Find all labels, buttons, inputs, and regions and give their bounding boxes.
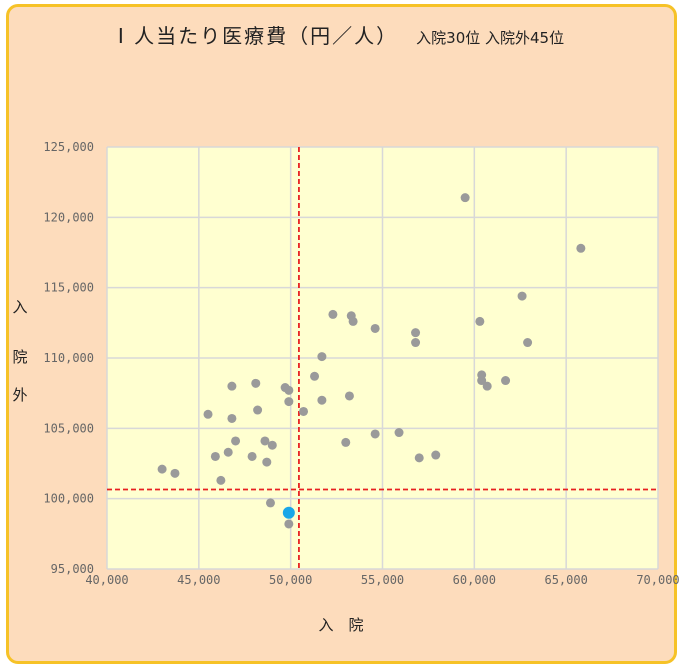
data-point [267,440,277,450]
data-point [394,428,404,438]
data-point [328,309,338,319]
data-point [576,243,586,253]
chart-title: I 人当たり医療費（円／人） [117,24,399,48]
y-axis-ticks: 95,000 100,000 105,000 110,000 115,000 120,00… [43,140,94,576]
y-tick-label: 115,000 [43,281,94,295]
highlighted-point [282,506,295,519]
data-point [284,397,294,407]
x-tick-label: 50,000 [269,573,312,587]
data-point [210,451,220,461]
x-tick-label: 60,000 [453,573,496,587]
data-point [475,316,485,326]
x-axis-title: 入 院 [318,616,363,634]
data-point [370,323,380,333]
data-point [262,457,272,467]
chart-header: I 人当たり医療費（円／人） 入院30位 入院外45位 [0,20,682,49]
data-point [411,328,421,338]
data-point [344,391,354,401]
data-point [460,193,470,203]
chart-subtitle: 入院30位 入院外45位 [416,29,565,47]
y-tick-label: 125,000 [43,140,94,154]
reference-lines [107,147,658,569]
data-point [517,291,527,301]
y-tick-label: 105,000 [43,421,94,435]
data-point [477,376,487,386]
data-point [501,376,511,386]
grid-lines [106,146,659,570]
data-point [284,519,294,529]
y-axis-title-char: 院 [12,348,27,366]
data-point [310,371,320,381]
data-point [523,338,533,348]
data-point [431,450,441,460]
data-point [260,436,270,446]
data-point [348,316,358,326]
data-point [317,395,327,405]
y-tick-label: 100,000 [43,492,94,506]
data-point [265,498,275,508]
data-point [231,436,241,446]
data-point [227,413,237,423]
data-point [299,406,309,416]
data-points [157,193,586,529]
data-point [227,381,237,391]
data-point [203,409,213,419]
data-point [157,464,167,474]
y-tick-label: 95,000 [51,562,94,576]
data-point [482,381,492,391]
data-point [414,453,424,463]
y-axis-title: 入院外 [12,298,27,404]
data-point [370,429,380,439]
y-tick-label: 120,000 [43,210,94,224]
y-axis-title-char: 入 [12,298,27,316]
data-point [317,352,327,362]
data-point [411,338,421,348]
x-tick-label: 40,000 [85,573,128,587]
x-tick-label: 45,000 [177,573,220,587]
data-point [247,451,257,461]
x-tick-label: 65,000 [544,573,587,587]
x-tick-label: 70,000 [636,573,679,587]
data-point [284,385,294,395]
y-axis-title-char: 外 [12,386,27,404]
data-point [341,437,351,447]
data-point [216,475,226,485]
x-axis-ticks: 40,000 45,000 50,000 55,000 60,000 65,000 70,0… [85,573,679,587]
data-point [251,378,261,388]
y-tick-label: 110,000 [43,351,94,365]
data-point [223,447,233,457]
data-point [170,468,180,478]
x-tick-label: 55,000 [361,573,404,587]
data-point [253,405,263,415]
